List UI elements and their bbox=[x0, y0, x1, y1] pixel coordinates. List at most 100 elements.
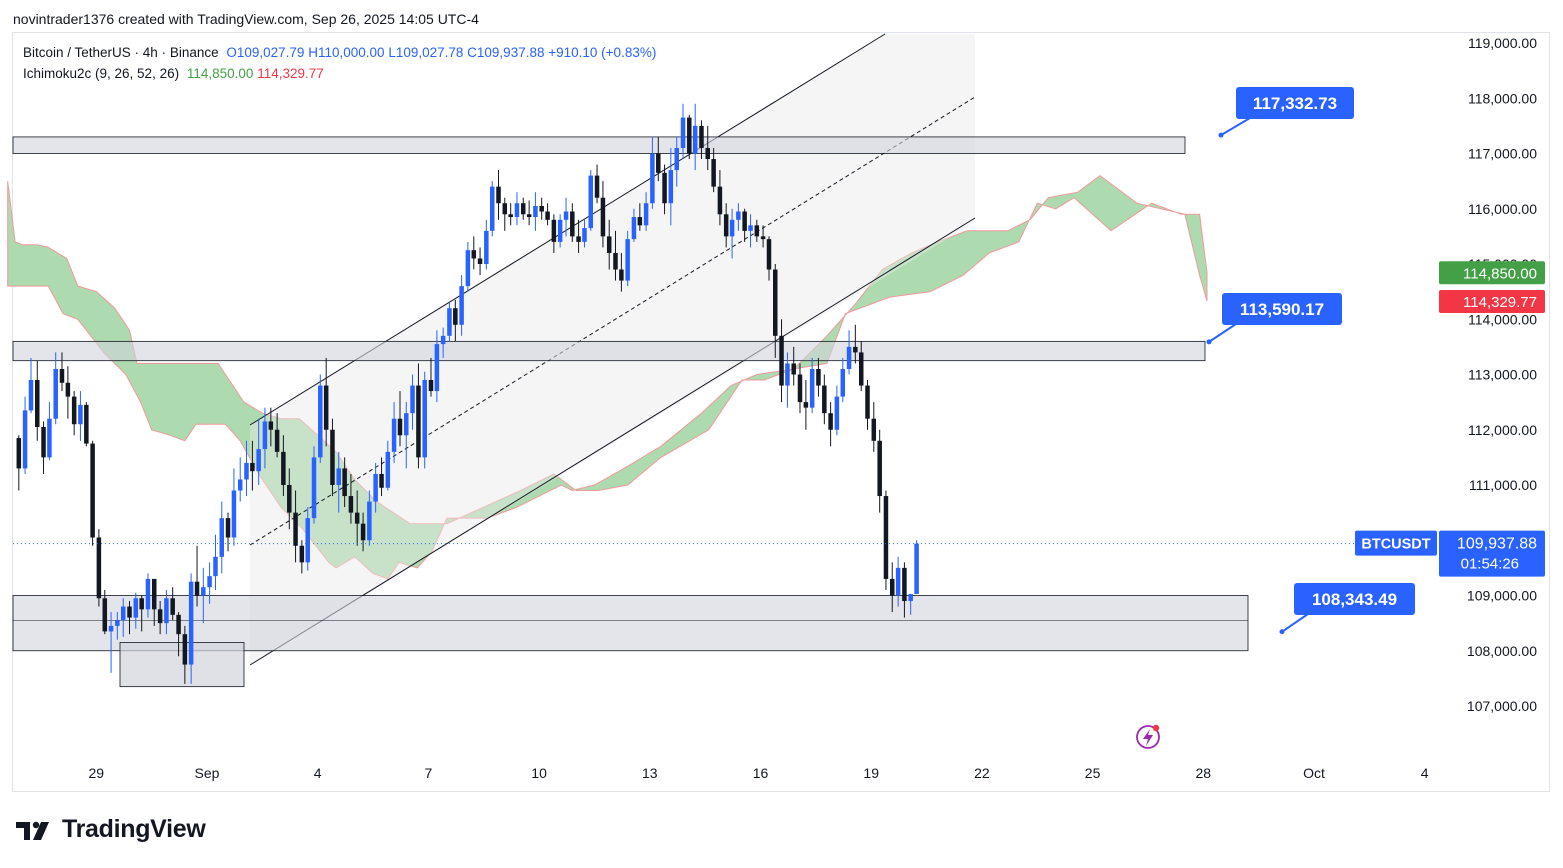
candle bbox=[416, 363, 421, 469]
candle bbox=[803, 380, 809, 430]
candle bbox=[889, 562, 895, 613]
cloud-value-label: 114,850.00 bbox=[1463, 265, 1537, 282]
candle bbox=[244, 440, 249, 497]
candle bbox=[853, 324, 858, 364]
ichimoku-cloud bbox=[7, 174, 1208, 580]
y-tick-label: 112,000.00 bbox=[1468, 422, 1537, 438]
candle bbox=[582, 219, 587, 248]
y-tick-label: 117,000.00 bbox=[1468, 146, 1537, 162]
y-tick-label: 109,000.00 bbox=[1467, 588, 1537, 604]
x-tick-label: 28 bbox=[1196, 765, 1212, 781]
candle bbox=[84, 402, 89, 447]
last-price-label: 109,937.88 bbox=[1457, 536, 1537, 553]
candle bbox=[379, 457, 384, 497]
y-tick-label: 111,000.00 bbox=[1469, 477, 1537, 493]
x-tick-label: 16 bbox=[753, 765, 769, 781]
close-value: C109,937.88 bbox=[467, 45, 545, 60]
candle bbox=[563, 197, 569, 237]
candle bbox=[170, 587, 175, 621]
candle bbox=[883, 490, 889, 590]
candle bbox=[53, 352, 58, 425]
candle bbox=[908, 593, 913, 615]
candle bbox=[822, 374, 827, 425]
resistance-zone-upper[interactable] bbox=[12, 136, 1186, 154]
candle bbox=[120, 598, 126, 637]
candle bbox=[484, 219, 489, 270]
y-tick-label: 113,000.00 bbox=[1468, 367, 1537, 383]
high-value: H110,000.00 bbox=[308, 45, 385, 60]
candle bbox=[779, 319, 784, 403]
candle bbox=[231, 468, 237, 546]
resistance-zone-mid[interactable] bbox=[12, 340, 1206, 362]
last-price-tag bbox=[1439, 530, 1545, 577]
candle bbox=[797, 363, 803, 414]
candle bbox=[213, 534, 218, 590]
indicator-value-b: 114,329.77 bbox=[257, 66, 324, 81]
cloud-value-tag bbox=[1439, 261, 1545, 285]
channel-lower-line[interactable] bbox=[249, 217, 976, 666]
candle bbox=[318, 374, 323, 463]
candle bbox=[256, 418, 261, 485]
candle bbox=[274, 413, 280, 458]
candle bbox=[90, 440, 95, 546]
candle bbox=[465, 241, 471, 292]
candle bbox=[533, 192, 538, 231]
candle bbox=[631, 208, 637, 242]
candle bbox=[182, 625, 188, 684]
price-callout[interactable]: 117,332.73 bbox=[1218, 87, 1355, 138]
candle bbox=[323, 357, 329, 447]
candle bbox=[613, 230, 618, 281]
candle bbox=[557, 214, 563, 248]
candle bbox=[471, 236, 477, 270]
y-tick-label: 116,000.00 bbox=[1468, 201, 1537, 217]
candle bbox=[176, 612, 181, 657]
price-callout[interactable]: 108,343.49 bbox=[1279, 583, 1416, 635]
candle bbox=[330, 418, 335, 497]
candle bbox=[834, 385, 840, 436]
indicator-name[interactable]: Ichimoku2c (9, 26, 52, 26) bbox=[23, 66, 180, 81]
candle bbox=[606, 219, 612, 270]
candle bbox=[809, 357, 815, 414]
candle bbox=[650, 136, 655, 209]
candle bbox=[625, 230, 630, 287]
candle bbox=[16, 435, 22, 491]
candle bbox=[367, 490, 372, 546]
candle bbox=[545, 203, 550, 226]
support-box-small[interactable] bbox=[119, 642, 245, 688]
candle bbox=[477, 247, 483, 276]
candle bbox=[71, 391, 77, 436]
candle bbox=[262, 407, 268, 469]
candle bbox=[281, 435, 286, 497]
candle bbox=[717, 170, 723, 226]
support-zone[interactable] bbox=[12, 595, 1249, 652]
candle bbox=[102, 589, 108, 635]
x-tick-label: 4 bbox=[1421, 765, 1429, 781]
candle bbox=[539, 197, 544, 220]
candle bbox=[846, 330, 852, 375]
x-tick-label: 22 bbox=[974, 765, 990, 781]
candle bbox=[373, 462, 378, 513]
candle bbox=[459, 275, 464, 336]
indicator-value-a: 114,850.00 bbox=[186, 66, 254, 81]
candle bbox=[526, 200, 532, 226]
candle bbox=[404, 402, 409, 469]
candle bbox=[354, 490, 360, 546]
callout-label: 108,343.49 bbox=[1312, 590, 1397, 609]
candle bbox=[151, 578, 157, 626]
candle bbox=[422, 371, 427, 469]
candle bbox=[619, 252, 624, 292]
candle bbox=[299, 540, 305, 574]
candle bbox=[78, 391, 83, 441]
candle bbox=[250, 440, 255, 491]
price-callout[interactable]: 113,590.17 bbox=[1206, 293, 1343, 345]
candle bbox=[145, 573, 151, 618]
lightning-icon[interactable] bbox=[1136, 724, 1160, 749]
channel-mid-line[interactable] bbox=[249, 96, 976, 546]
candle bbox=[496, 170, 501, 220]
symbol-name[interactable]: Bitcoin / TetherUS · 4h · Binance bbox=[23, 45, 219, 60]
candle bbox=[674, 136, 679, 187]
candle bbox=[108, 612, 114, 673]
candle bbox=[687, 114, 692, 160]
candle bbox=[895, 556, 901, 607]
